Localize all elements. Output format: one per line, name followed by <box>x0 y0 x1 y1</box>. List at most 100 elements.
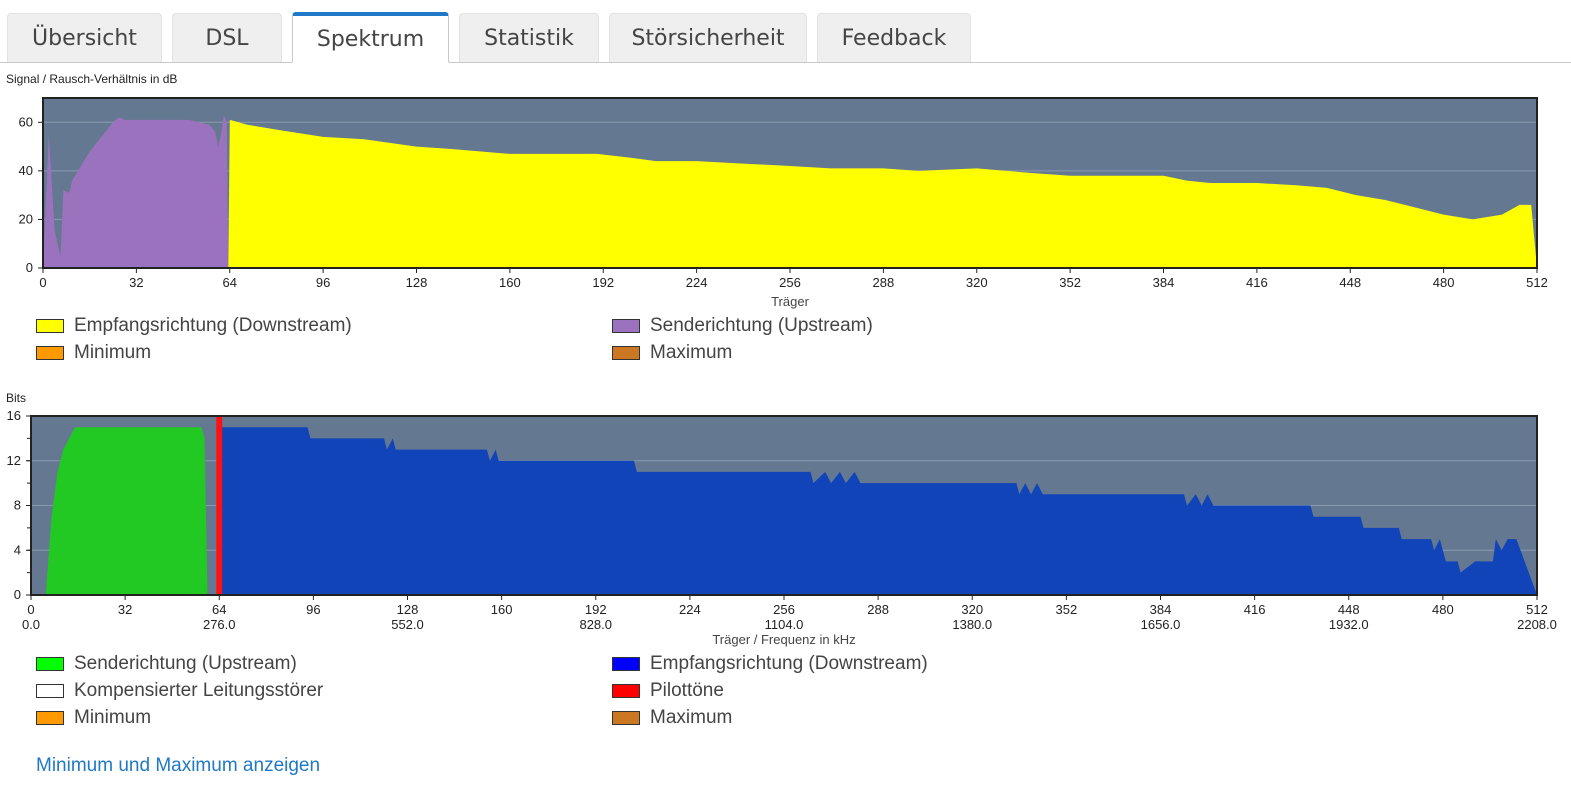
x-tick-label: 512 <box>1526 275 1548 290</box>
x-tick-label: 416 <box>1244 602 1266 617</box>
x-tick-label: 160 <box>499 275 521 290</box>
x-tick-label: 128 <box>406 275 428 290</box>
x-tick-label: 480 <box>1432 602 1454 617</box>
y-tick-label: 0 <box>26 260 33 275</box>
y-tick-label: 12 <box>7 453 21 468</box>
bits-legend-compensated: Kompensierter Leitungsstörer <box>36 680 323 702</box>
x-tick-label: 416 <box>1246 275 1268 290</box>
x-tick-label: 480 <box>1433 275 1455 290</box>
bits-chart-ylabel: Bits <box>6 391 27 405</box>
x-tick-label: 0 <box>27 602 34 617</box>
series-area-1 <box>219 427 1537 595</box>
y-tick-label: 20 <box>19 211 33 226</box>
x-tick-label: 352 <box>1059 275 1081 290</box>
y-tick-label: 8 <box>14 498 21 513</box>
x-tick-label: 32 <box>129 275 143 290</box>
x-tick-label: 160 <box>491 602 513 617</box>
x-tick-label: 192 <box>585 602 607 617</box>
tab-uebersicht[interactable]: Übersicht <box>7 13 162 62</box>
x-tick-label: 32 <box>118 602 132 617</box>
legend-label: Pilottöne <box>650 680 724 701</box>
x-tick-label: 256 <box>779 275 801 290</box>
y-tick-label: 4 <box>14 542 21 557</box>
x-tick-label: 384 <box>1153 275 1175 290</box>
x-tick-label: 512 <box>1526 602 1548 617</box>
x-tick-label: 224 <box>686 275 708 290</box>
legend-label: Senderichtung (Upstream) <box>650 315 873 336</box>
tab-spektrum[interactable]: Spektrum <box>292 12 449 63</box>
x-tick-label: 64 <box>223 275 237 290</box>
x-khz-label: 1104.0 <box>765 617 804 632</box>
x-tick-label: 320 <box>961 602 983 617</box>
x-tick-label: 96 <box>316 275 330 290</box>
snr-legend-upstream: Senderichtung (Upstream) <box>612 315 873 337</box>
legend-label: Empfangsrichtung (Downstream) <box>650 653 928 674</box>
legend-swatch-green <box>36 657 64 671</box>
series-area-0 <box>43 115 229 268</box>
tab-dsl[interactable]: DSL <box>172 13 282 62</box>
x-tick-label: 448 <box>1338 602 1360 617</box>
x-khz-label: 2208.0 <box>1517 617 1557 632</box>
x-khz-label: 552.0 <box>391 617 424 632</box>
legend-swatch-orange <box>36 346 64 360</box>
legend-label: Senderichtung (Upstream) <box>74 653 297 674</box>
legend-swatch-brown <box>612 346 640 360</box>
x-khz-label: 828.0 <box>579 617 612 632</box>
tab-stoersicherheit[interactable]: Störsicherheit <box>609 13 807 62</box>
legend-label: Empfangsrichtung (Downstream) <box>74 315 352 336</box>
bits-legend-minimum: Minimum <box>36 707 151 729</box>
y-tick-label: 0 <box>14 587 21 602</box>
x-tick-label: 448 <box>1339 275 1361 290</box>
tab-statistik[interactable]: Statistik <box>459 13 599 62</box>
bits-legend-downstream: Empfangsrichtung (Downstream) <box>612 653 928 675</box>
x-tick-label: 128 <box>397 602 419 617</box>
series-area-2 <box>216 416 223 595</box>
legend-label: Maximum <box>650 342 733 363</box>
y-tick-label: 60 <box>19 114 33 129</box>
x-tick-label: 0 <box>39 275 46 290</box>
y-tick-label: 40 <box>19 163 33 178</box>
legend-label: Maximum <box>650 707 733 728</box>
x-khz-label: 1380.0 <box>952 617 992 632</box>
snr-legend-minimum: Minimum <box>36 342 151 364</box>
x-tick-label: 224 <box>679 602 701 617</box>
series-area-0 <box>45 427 208 595</box>
x-khz-label: 0.0 <box>22 617 40 632</box>
x-tick-label: 352 <box>1056 602 1078 617</box>
legend-swatch-brown <box>612 711 640 725</box>
x-tick-label: 256 <box>773 602 795 617</box>
tab-feedback[interactable]: Feedback <box>817 13 971 62</box>
legend-label: Minimum <box>74 342 152 363</box>
x-tick-label: 192 <box>592 275 614 290</box>
x-khz-label: 276.0 <box>203 617 236 632</box>
legend-swatch-red <box>612 684 640 698</box>
x-khz-label: 1932.0 <box>1329 617 1369 632</box>
x-tick-label: 96 <box>306 602 320 617</box>
snr-legend-downstream: Empfangsrichtung (Downstream) <box>36 315 352 337</box>
x-tick-label: 288 <box>873 275 895 290</box>
bits-legend-upstream: Senderichtung (Upstream) <box>36 653 297 675</box>
snr-chart: 0 20 40 60 0 32 64 96 128 160 192 224 256 288 320 352 38… <box>19 97 1548 309</box>
x-tick-label: 288 <box>867 602 889 617</box>
legend-swatch-purple <box>612 319 640 333</box>
legend-swatch-white <box>36 684 64 698</box>
legend-swatch-orange <box>36 711 64 725</box>
x-tick-label: 384 <box>1150 602 1172 617</box>
snr-legend-maximum: Maximum <box>612 342 732 364</box>
legend-swatch-yellow <box>36 319 64 333</box>
x-tick-label: 64 <box>212 602 226 617</box>
x-axis-label: Träger / Frequenz in kHz <box>712 632 855 647</box>
legend-label: Kompensierter Leitungsstörer <box>74 680 324 701</box>
y-tick-label: 16 <box>7 408 21 423</box>
bits-legend-maximum: Maximum <box>612 707 732 729</box>
x-khz-label: 1656.0 <box>1141 617 1181 632</box>
show-min-max-link[interactable]: Minimum und Maximum anzeigen <box>36 755 321 776</box>
legend-swatch-blue <box>612 657 640 671</box>
tab-bar: Übersicht DSL Spektrum Statistik Störsic… <box>0 0 1571 63</box>
bits-legend-pilot: Pilottöne <box>612 680 724 702</box>
snr-chart-ylabel: Signal / Rausch-Verhältnis in dB <box>6 72 178 86</box>
x-tick-label: 320 <box>966 275 988 290</box>
series-area-1 <box>228 119 1537 269</box>
legend-label: Minimum <box>74 707 152 728</box>
